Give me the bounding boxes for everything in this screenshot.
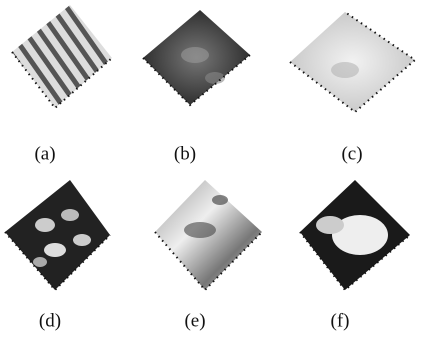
panel-label: (a): [34, 143, 55, 164]
figure: (a) (b) (c) (d) (e) (f): [0, 0, 425, 338]
panel-c: (c): [290, 12, 415, 164]
panel-label: (d): [39, 310, 61, 331]
panel-label: (f): [331, 310, 350, 331]
panel-label: (b): [174, 143, 196, 164]
panel-d: (d): [5, 180, 110, 331]
panel-f: (f): [300, 180, 410, 331]
panel-label: (e): [184, 310, 205, 331]
panel-e: (e): [155, 180, 262, 331]
panel-a: (a): [12, 5, 112, 164]
panel-b: (b): [143, 10, 250, 164]
panel-label: (c): [341, 143, 362, 164]
